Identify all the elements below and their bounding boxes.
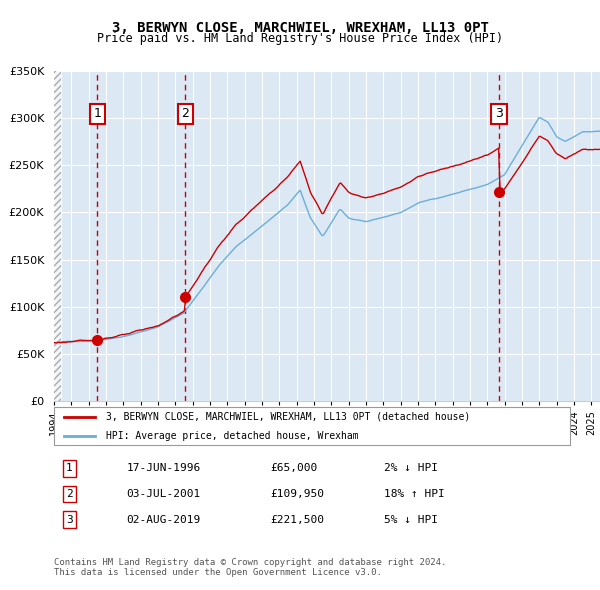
Text: £109,950: £109,950	[271, 489, 325, 499]
Text: 3, BERWYN CLOSE, MARCHWIEL, WREXHAM, LL13 0PT: 3, BERWYN CLOSE, MARCHWIEL, WREXHAM, LL1…	[112, 21, 488, 35]
Text: Contains HM Land Registry data © Crown copyright and database right 2024.
This d: Contains HM Land Registry data © Crown c…	[54, 558, 446, 577]
Text: £221,500: £221,500	[271, 515, 325, 525]
Bar	[54, 71, 61, 401]
FancyBboxPatch shape	[54, 407, 570, 445]
Text: 2: 2	[66, 489, 73, 499]
Text: £65,000: £65,000	[271, 464, 318, 473]
Text: 2% ↓ HPI: 2% ↓ HPI	[384, 464, 438, 473]
Text: 1: 1	[94, 107, 101, 120]
Bar	[54, 71, 61, 401]
Text: 3: 3	[66, 515, 73, 525]
Text: 1: 1	[66, 464, 73, 473]
Text: 3: 3	[495, 107, 503, 120]
Text: 5% ↓ HPI: 5% ↓ HPI	[384, 515, 438, 525]
Text: 17-JUN-1996: 17-JUN-1996	[126, 464, 200, 473]
Text: 02-AUG-2019: 02-AUG-2019	[126, 515, 200, 525]
Text: 18% ↑ HPI: 18% ↑ HPI	[384, 489, 445, 499]
Text: 2: 2	[182, 107, 190, 120]
Text: 03-JUL-2001: 03-JUL-2001	[126, 489, 200, 499]
Text: 3, BERWYN CLOSE, MARCHWIEL, WREXHAM, LL13 0PT (detached house): 3, BERWYN CLOSE, MARCHWIEL, WREXHAM, LL1…	[106, 412, 470, 422]
Text: HPI: Average price, detached house, Wrexham: HPI: Average price, detached house, Wrex…	[106, 431, 358, 441]
Text: Price paid vs. HM Land Registry's House Price Index (HPI): Price paid vs. HM Land Registry's House …	[97, 32, 503, 45]
